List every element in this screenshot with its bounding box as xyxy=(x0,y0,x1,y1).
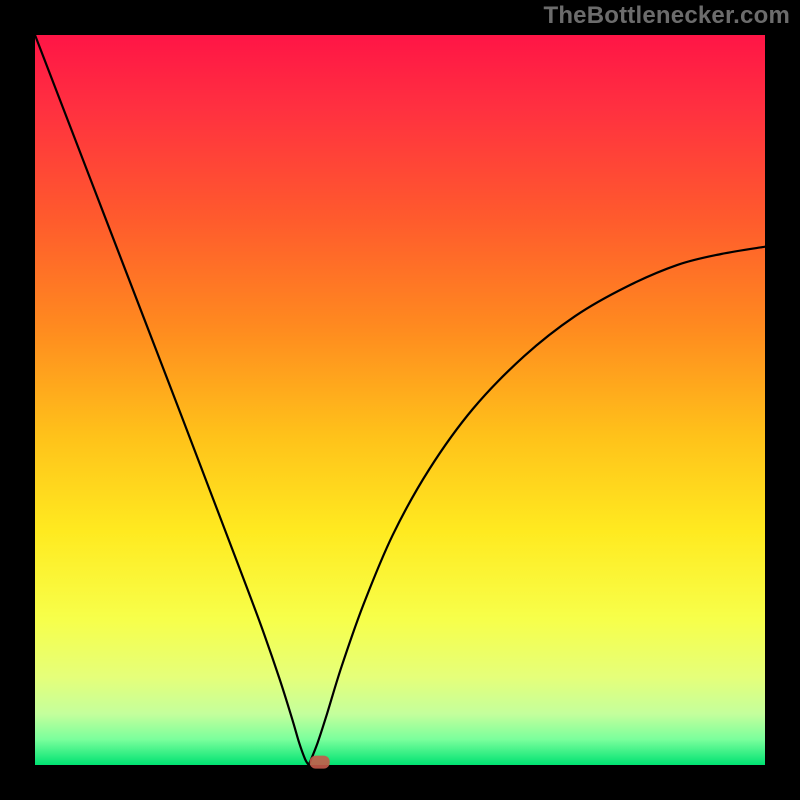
selection-marker xyxy=(310,756,330,769)
chart-stage: TheBottlenecker.com xyxy=(0,0,800,800)
plot-area xyxy=(35,35,765,765)
chart-svg xyxy=(0,0,800,800)
watermark-text: TheBottlenecker.com xyxy=(543,2,790,30)
